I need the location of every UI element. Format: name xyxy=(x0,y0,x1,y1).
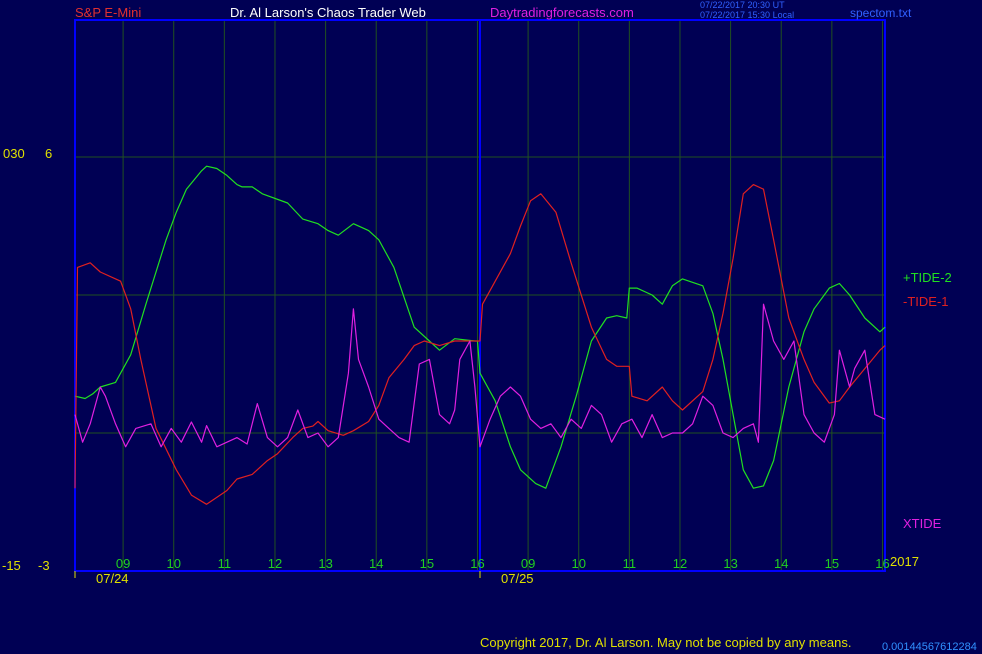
legend-tide1: -TIDE-1 xyxy=(903,294,949,309)
series-group xyxy=(74,165,886,505)
file-name: spectom.txt xyxy=(850,6,912,20)
timestamp-local: 07/22/2017 15:30 Local xyxy=(700,10,795,20)
x-tick-label: 16 xyxy=(875,556,889,571)
x-tick-label: 15 xyxy=(420,556,434,571)
date-label-day2: 07/25 xyxy=(501,571,534,586)
timestamp-ut: 07/22/2017 20:30 UT xyxy=(700,0,785,10)
series-line-xtide xyxy=(74,303,886,448)
legend-xtide: XTIDE xyxy=(903,516,942,531)
symbol-title: S&P E-Mini xyxy=(75,5,142,20)
x-tick-label: 11 xyxy=(218,556,232,571)
x-tick-label: 15 xyxy=(825,556,839,571)
x-tick-label: 09 xyxy=(116,556,130,571)
author-title: Dr. Al Larson's Chaos Trader Web xyxy=(230,5,426,20)
x-tick-label: 13 xyxy=(723,556,737,571)
x-tick-label: 14 xyxy=(774,556,788,571)
legend-tide2: +TIDE-2 xyxy=(903,270,952,285)
y-bottom-label-tide: -3 xyxy=(38,558,50,573)
x-tick-label: 14 xyxy=(369,556,383,571)
copyright: Copyright 2017, Dr. Al Larson. May not b… xyxy=(480,635,852,650)
site-link[interactable]: Daytradingforecasts.com xyxy=(490,5,634,20)
x-tick-label: 09 xyxy=(521,556,535,571)
x-tick-label: 12 xyxy=(673,556,687,571)
year-label: 2017 xyxy=(890,554,919,569)
x-tick-label: 16 xyxy=(470,556,484,571)
x-tick-label: 11 xyxy=(623,556,637,571)
y-top-label-xtide: 030 xyxy=(3,146,25,161)
series-line-tide-2 xyxy=(74,165,886,489)
footer-code: 0.00144567612284 xyxy=(882,641,977,653)
x-tick-label: 10 xyxy=(166,556,180,571)
x-tick-label: 10 xyxy=(571,556,585,571)
x-hour-ticks: 09 10 11 12 13 14 15 16 09 10 11 12 13 14 15 16 xyxy=(74,556,890,578)
date-label-day1: 07/24 xyxy=(96,571,129,586)
x-tick-label: 12 xyxy=(268,556,282,571)
series-line-tide-1 xyxy=(74,184,886,505)
y-top-label-tide: 6 xyxy=(45,146,53,161)
x-tick-label: 13 xyxy=(318,556,332,571)
y-bottom-label-xtide: -15 xyxy=(2,558,21,573)
